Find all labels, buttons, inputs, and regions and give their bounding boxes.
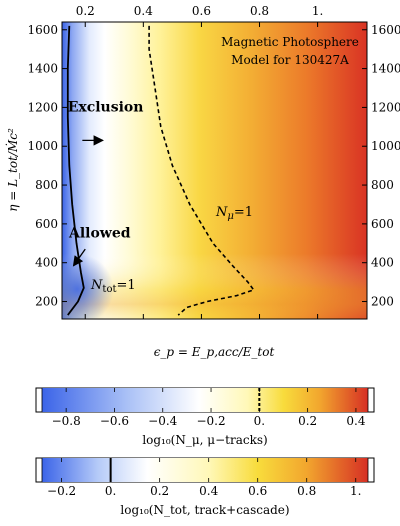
axis-ticks: 0.2 0.4 0.6 0.8 1. 200 200 400 400 600 600 800 800 10… — [27, 4, 400, 319]
colorbar-gradient-1 — [42, 458, 368, 482]
annotation-allowed: Allowed — [68, 225, 131, 241]
annotation-n-tot: Ntot=1 — [90, 278, 136, 295]
colorbar-1-tick-label-4: 0.6 — [248, 484, 267, 498]
y-tick-label-left-2: 600 — [35, 217, 58, 231]
colorbar-0-tick-label-6: 0.4 — [346, 414, 365, 428]
colorbar-0-tick-label-3: −0.2 — [196, 414, 225, 428]
y-tick-label-left-1: 400 — [35, 256, 58, 270]
y-tick-label-right-7: 1600 — [371, 23, 400, 37]
colorbar-0-label: log₁₀(N_μ, μ−tracks) — [142, 433, 267, 447]
colorbar-1-tick-label-6: 1. — [350, 484, 361, 498]
contour-n-tot — [66, 25, 85, 316]
heatmap-blue-corner — [62, 22, 367, 319]
y-tick-label-left-7: 1600 — [27, 23, 58, 37]
colorbar-1-tick-label-2: 0.2 — [150, 484, 169, 498]
colorbar-gradient-0 — [42, 388, 368, 412]
colorbar-0-tick-label-0: −0.8 — [52, 414, 81, 428]
y-tick-label-left-4: 1000 — [27, 139, 58, 153]
contour-lines — [66, 25, 255, 316]
colorbar-0-tick-label-4: 0. — [254, 414, 265, 428]
y-tick-label-right-3: 800 — [371, 178, 394, 192]
colorbar-0-tick-label-2: −0.4 — [148, 414, 178, 428]
colorbar-1-tick-label-0: −0.2 — [47, 484, 76, 498]
x-tick-label-1: 0.4 — [134, 4, 153, 18]
annotation-n-mu: Nμ=1 — [215, 205, 253, 222]
y-tick-label-right-2: 600 — [371, 217, 394, 231]
y-axis-label: η = L_tot/Ṁc² — [5, 128, 20, 212]
x-tick-label-0: 0.2 — [76, 4, 95, 18]
colorbar-1-label: log₁₀(N_tot, track+cascade) — [120, 503, 289, 517]
y-tick-label-right-5: 1200 — [371, 100, 400, 114]
colorbar-1-tick-label-3: 0.4 — [199, 484, 218, 498]
colorbar-1-tick-label-1: 0. — [105, 484, 116, 498]
x-tick-label-2: 0.6 — [192, 4, 211, 18]
colorbar-0-tick-label-5: 0.2 — [298, 414, 317, 428]
y-tick-label-right-4: 1000 — [371, 139, 400, 153]
title-line-2: Model for 130427A — [231, 53, 349, 67]
plot-frame — [61, 21, 368, 320]
annotation-exclusion: Exclusion — [68, 99, 144, 115]
contour-n-mu — [148, 25, 255, 316]
y-tick-label-right-6: 1400 — [371, 62, 400, 76]
y-tick-label-right-1: 400 — [371, 256, 394, 270]
colorbar-muon-tracks: −0.8 −0.6 −0.4 −0.2 0. 0.2 0.4 log₁₀(N_μ, μ−tra… — [35, 387, 375, 447]
allowed-arrow — [72, 248, 86, 267]
heatmap-plot-area — [61, 21, 368, 320]
x-tick-label-3: 0.8 — [250, 4, 269, 18]
y-tick-label-right-0: 200 — [371, 295, 394, 309]
title-line-1: Magnetic Photosphere — [221, 35, 359, 49]
chart-title: Magnetic Photosphere Model for 130427A — [221, 35, 359, 67]
x-axis-label: ϵ_p = E_p,acc/E_tot — [154, 345, 275, 359]
y-tick-label-left-0: 200 — [35, 295, 58, 309]
colorbar-1-tick-label-5: 0.8 — [297, 484, 316, 498]
y-tick-label-left-3: 800 — [35, 178, 58, 192]
colorbar-track-cascade: −0.2 0. 0.2 0.4 0.6 0.8 1. log₁₀(N_tot, track+c… — [35, 457, 375, 517]
annotations: Exclusion Allowed Nμ=1 Ntot=1 — [68, 99, 253, 295]
y-tick-label-left-5: 1200 — [27, 100, 58, 114]
y-tick-label-left-6: 1400 — [27, 62, 58, 76]
colorbar-0-tick-label-1: −0.6 — [100, 414, 129, 428]
x-tick-label-4: 1. — [312, 4, 323, 18]
